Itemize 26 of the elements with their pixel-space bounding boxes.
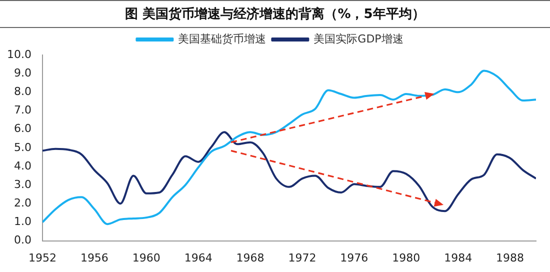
y-tick-label: 6.0 bbox=[14, 122, 32, 136]
chart-title: 图 美国货币增速与经济增速的背离（%，5年平均） bbox=[0, 0, 550, 28]
y-tick-label: 2.0 bbox=[14, 196, 32, 210]
x-tick-label: 1988 bbox=[496, 251, 524, 264]
x-tick-label: 1964 bbox=[184, 251, 212, 264]
line-series bbox=[42, 131, 536, 212]
legend-label: 美国基础货币增速 bbox=[178, 32, 266, 46]
x-tick-label: 1972 bbox=[288, 251, 316, 264]
y-tick-label: 0.0 bbox=[14, 234, 32, 247]
y-tick-label: 1.0 bbox=[14, 215, 32, 228]
y-tick-label: 8.0 bbox=[14, 85, 32, 98]
x-tick-label: 1956 bbox=[80, 251, 108, 264]
x-tick-label: 1976 bbox=[340, 251, 368, 264]
x-tick-label: 1980 bbox=[392, 251, 420, 264]
x-tick-label: 1960 bbox=[132, 251, 160, 264]
y-tick-label: 5.0 bbox=[14, 140, 32, 154]
x-tick-label: 1952 bbox=[28, 251, 56, 264]
y-tick-label: 10.0 bbox=[6, 48, 32, 61]
y-tick-label: 4.0 bbox=[14, 159, 32, 172]
line-series bbox=[42, 70, 536, 226]
x-tick-label: 1984 bbox=[444, 251, 472, 264]
y-tick-label: 7.0 bbox=[14, 104, 32, 117]
y-tick-label: 3.0 bbox=[14, 178, 32, 191]
legend-label: 美国实际GDP增速 bbox=[314, 32, 404, 46]
y-tick-label: 9.0 bbox=[14, 66, 32, 80]
x-tick-label: 1968 bbox=[236, 251, 264, 264]
